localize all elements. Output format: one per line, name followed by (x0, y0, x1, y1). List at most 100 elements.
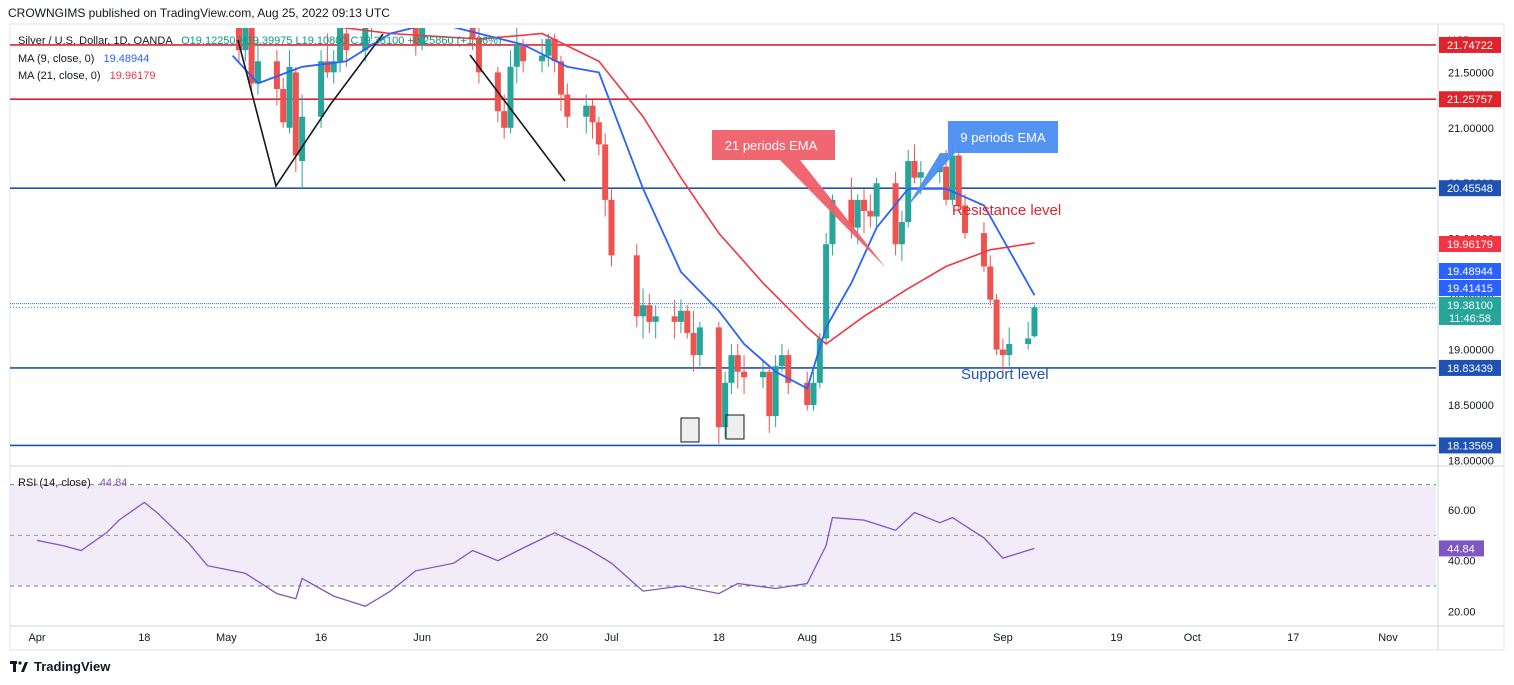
candle-body (513, 44, 520, 67)
price-tag-label: 19.41415 (1447, 283, 1493, 295)
candle-body (551, 39, 558, 62)
ema21-callout-text: 21 periods EMA (725, 138, 818, 153)
candle-body (911, 161, 918, 178)
price-tag-label: 19.38100 (1447, 300, 1493, 312)
candle-body (501, 111, 508, 128)
candle-body (677, 310, 684, 322)
candle-body (362, 28, 369, 51)
price-tick-label: 18.50000 (1448, 400, 1494, 412)
candle-body (545, 39, 552, 56)
candle-body (760, 371, 767, 378)
countdown-label: 11:46:58 (1449, 313, 1491, 325)
candle-body (242, 28, 249, 51)
candle-body (778, 355, 785, 367)
candle-body (816, 338, 823, 383)
rsi-line (36, 501, 1035, 608)
candle-body (646, 305, 653, 322)
candle-body (962, 205, 969, 234)
candle-body (734, 355, 741, 372)
candle-body (602, 144, 609, 200)
rsi-tick-label: 40.00 (1448, 556, 1476, 568)
level-tag-label: 21.25757 (1447, 94, 1493, 106)
candle-body (1031, 307, 1038, 337)
candle-body (804, 382, 811, 406)
candle-body (867, 210, 874, 217)
level-tag (1439, 437, 1501, 454)
candle-body (463, 6, 469, 17)
ema21-callout-shape (712, 130, 886, 268)
time-tick-label: Oct (1184, 632, 1201, 644)
tradingview-logo-icon (10, 660, 28, 673)
time-tick-label: 18 (138, 632, 150, 644)
candle-body (425, 0, 431, 17)
price-series: 21 periods EMA 9 periods EMA Resistance le… (10, 0, 1436, 444)
ma21-label: MA (21, close, 0) (18, 70, 101, 82)
publisher-header: CROWNGIMS published on TradingView.com, … (8, 6, 390, 20)
symbol-legend: Silver / U.S. Dollar, 1D, OANDA O19.1225… (18, 34, 502, 48)
candle-body (564, 94, 571, 117)
candle-body (741, 371, 748, 378)
candle-body (412, 28, 419, 45)
ma9-line (232, 28, 1036, 390)
candle-body (993, 299, 1000, 350)
candle-body (943, 166, 950, 200)
candle-body (696, 327, 703, 356)
candle-body (539, 55, 546, 62)
price-tag (1439, 280, 1501, 296)
ma9-legend-value: 19.48944 (103, 53, 150, 65)
candle-body (595, 122, 602, 145)
time-tick-label: Nov (1378, 632, 1398, 644)
candle-body (829, 199, 836, 245)
tradingview-logo[interactable]: TradingView (10, 659, 110, 674)
time-tick-label: Jun (413, 632, 431, 644)
candle-body (810, 382, 817, 406)
candle-body (236, 28, 243, 51)
candle-body (980, 233, 987, 267)
rsi-value-tag-label: 44.84 (1447, 543, 1475, 555)
candle-body (280, 88, 287, 123)
level-tag-label: 18.13569 (1447, 440, 1493, 452)
candle-body (684, 310, 691, 333)
candle-body (475, 39, 482, 73)
candle-body (406, 11, 412, 17)
candle-body (299, 116, 306, 162)
level-tag (1439, 91, 1501, 108)
price-tick-label: 21.00000 (1448, 123, 1494, 135)
candle-body (419, 28, 426, 45)
rsi-value-tag (1439, 540, 1484, 557)
candle-body (987, 266, 994, 300)
candle-body (451, 11, 457, 12)
candle-body (1006, 344, 1013, 356)
candle-body (583, 105, 590, 117)
time-tick-label: 18 (713, 632, 725, 644)
candle-body (955, 155, 962, 206)
price-tag (1439, 263, 1501, 279)
support-level-label: Support level (961, 366, 1049, 383)
candle-body (848, 199, 855, 228)
candle-body (557, 61, 564, 95)
candle-body (292, 72, 299, 156)
resistance-level-label: Resistance level (952, 202, 1061, 219)
candle-body (254, 61, 261, 84)
rsi-tick-label: 20.00 (1448, 606, 1476, 618)
candle-body (715, 327, 722, 428)
level-tag (1439, 180, 1501, 197)
candle-body (457, 6, 463, 12)
candle-body (330, 61, 337, 73)
bottom-marker-2 (725, 414, 745, 440)
candle-body (766, 371, 773, 417)
w-pattern-right (469, 54, 566, 182)
time-tick-label: 20 (536, 632, 548, 644)
candle-body (507, 66, 514, 128)
candle-body (652, 316, 659, 322)
ma9-label: MA (9, close, 0) (18, 53, 95, 65)
candle-body (772, 366, 779, 417)
level-tag (1439, 359, 1501, 376)
price-tick-label: 18.00000 (1448, 455, 1494, 467)
price-tag (1439, 297, 1501, 325)
candle-body (248, 28, 255, 84)
price-tag-label: 19.96179 (1447, 239, 1493, 251)
candle-body (337, 28, 344, 62)
candle-body (671, 316, 678, 322)
